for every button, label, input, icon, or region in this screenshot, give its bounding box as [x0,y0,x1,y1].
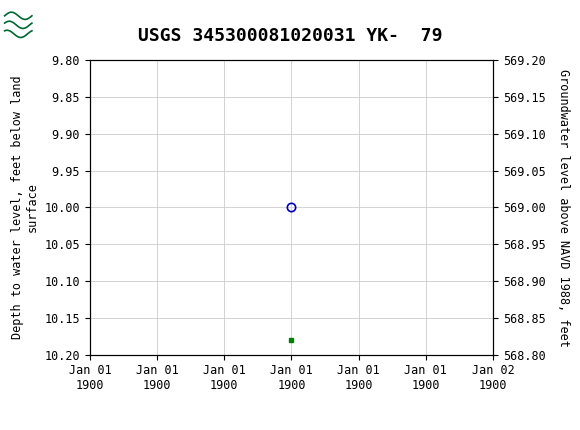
Y-axis label: Groundwater level above NAVD 1988, feet: Groundwater level above NAVD 1988, feet [557,68,570,347]
Text: USGS 345300081020031 YK-  79: USGS 345300081020031 YK- 79 [138,27,442,45]
Bar [5,3,63,42]
Y-axis label: Depth to water level, feet below land
surface: Depth to water level, feet below land su… [11,76,39,339]
Text: USGS: USGS [67,12,135,33]
